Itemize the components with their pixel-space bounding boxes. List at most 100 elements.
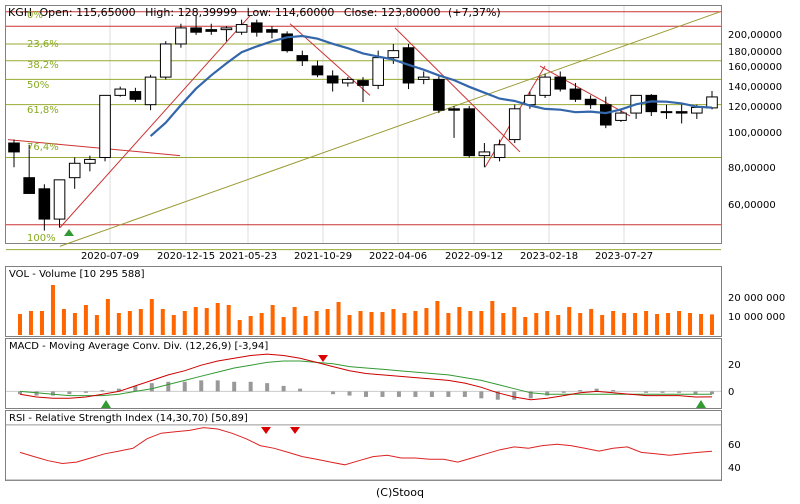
candle-body bbox=[68, 162, 81, 179]
volume-bar bbox=[18, 314, 22, 335]
rsi-line bbox=[19, 427, 713, 466]
macd-histogram-bar bbox=[182, 381, 187, 392]
macd-histogram-bar bbox=[67, 391, 72, 395]
candle-body bbox=[448, 108, 460, 111]
fib-label: 50% bbox=[27, 80, 49, 91]
volume-bar bbox=[534, 313, 539, 335]
volume-bar bbox=[193, 307, 198, 335]
macd-layer bbox=[6, 353, 721, 408]
volume-bar bbox=[479, 311, 484, 335]
price-y-label: 160,00000 bbox=[728, 62, 782, 73]
candle-body bbox=[508, 108, 521, 141]
price-y-label: 100,00000 bbox=[728, 128, 782, 139]
price-y-label: 60,00000 bbox=[728, 200, 776, 211]
volume-bar bbox=[105, 299, 110, 335]
macd-histogram-bar bbox=[248, 381, 253, 392]
macd-histogram-bar bbox=[364, 391, 368, 397]
fib-label: 76,4% bbox=[27, 142, 59, 153]
volume-bar bbox=[644, 311, 649, 335]
candle-body bbox=[599, 104, 612, 126]
macd-histogram-bar bbox=[561, 391, 566, 393]
x-axis-label: 2020-07-09 bbox=[81, 251, 139, 262]
macd-line bbox=[19, 353, 713, 401]
volume-bar bbox=[182, 311, 187, 335]
fib-label: 38,2% bbox=[27, 60, 59, 71]
volume-bar bbox=[424, 308, 429, 335]
volume-bar bbox=[303, 316, 308, 335]
low-label: Low: 114,60000 bbox=[247, 6, 335, 19]
volume-bar bbox=[523, 317, 528, 335]
candle-body bbox=[296, 55, 309, 62]
macd-y-label: 20 bbox=[728, 360, 741, 371]
candle-body bbox=[326, 75, 339, 84]
candle-body bbox=[235, 24, 248, 33]
macd-histogram-bar bbox=[265, 383, 270, 392]
volume-bar bbox=[171, 315, 176, 335]
candle-body bbox=[357, 80, 369, 86]
candle-body bbox=[584, 98, 597, 106]
volume-bar bbox=[39, 311, 44, 335]
price-y-label: 140,00000 bbox=[728, 82, 782, 93]
volume-layer bbox=[18, 285, 714, 335]
volume-bar bbox=[138, 309, 143, 335]
fib-label: 0% bbox=[27, 10, 43, 21]
volume-bar bbox=[281, 317, 286, 335]
macd-histogram-bar bbox=[578, 390, 583, 392]
fib-label: 23,6% bbox=[27, 39, 59, 50]
candle-body bbox=[478, 151, 491, 157]
up-arrow-icon bbox=[101, 400, 111, 408]
macd-histogram-bar bbox=[479, 391, 484, 399]
candle-body bbox=[281, 33, 293, 52]
volume-bar bbox=[325, 309, 330, 335]
price-y-label: 180,00000 bbox=[728, 47, 782, 58]
trend-line-olive bbox=[59, 11, 721, 247]
macd-histogram-bar bbox=[545, 391, 550, 396]
volume-bar bbox=[556, 315, 561, 335]
macd-histogram-bar bbox=[232, 381, 237, 392]
x-axis-label: 2021-10-29 bbox=[294, 251, 352, 262]
rsi-panel-frame bbox=[5, 410, 722, 481]
candle-body bbox=[706, 96, 718, 109]
down-arrow-icon bbox=[261, 427, 271, 434]
up-arrow-icon bbox=[696, 400, 706, 408]
volume-bar bbox=[336, 302, 341, 335]
price-layer bbox=[6, 6, 721, 251]
macd-histogram-bar bbox=[347, 391, 352, 396]
volume-bar bbox=[622, 313, 627, 335]
candle-body bbox=[159, 43, 172, 78]
macd-histogram-bar bbox=[677, 391, 682, 393]
macd-histogram-bar bbox=[133, 385, 138, 392]
macd-signal-line bbox=[19, 360, 712, 397]
volume-bar bbox=[600, 315, 605, 335]
candle-body bbox=[144, 76, 157, 106]
x-axis-label: 2020-12-15 bbox=[157, 251, 215, 262]
x-axis-label: 2023-07-27 bbox=[595, 251, 653, 262]
macd-histogram-bar bbox=[512, 391, 517, 400]
ticker-label: KGH bbox=[8, 6, 32, 19]
candle-body bbox=[84, 158, 96, 164]
volume-bar bbox=[413, 311, 418, 335]
volume-bar bbox=[710, 314, 714, 335]
volume-bar bbox=[391, 309, 396, 335]
volume-bar bbox=[237, 320, 242, 335]
volume-y-label: 20 000 000 bbox=[728, 293, 785, 304]
volume-bar bbox=[270, 305, 275, 335]
macd-histogram-bar bbox=[462, 391, 467, 397]
volume-bar bbox=[611, 311, 616, 335]
volume-bar bbox=[61, 309, 66, 335]
up-arrow-icon bbox=[64, 229, 74, 236]
volume-bar bbox=[369, 312, 374, 335]
x-axis-label: 2022-09-12 bbox=[445, 251, 503, 262]
candle-body bbox=[175, 27, 187, 45]
trend-line-red bbox=[539, 65, 631, 117]
volume-bar bbox=[380, 312, 385, 335]
price-y-label: 200,00000 bbox=[728, 30, 782, 41]
macd-histogram-bar bbox=[380, 391, 385, 397]
macd-histogram-bar bbox=[100, 390, 105, 392]
candle-body bbox=[387, 50, 400, 59]
macd-y-label: 0 bbox=[728, 387, 734, 398]
macd-histogram-bar bbox=[446, 391, 451, 397]
macd-histogram-bar bbox=[199, 380, 204, 392]
